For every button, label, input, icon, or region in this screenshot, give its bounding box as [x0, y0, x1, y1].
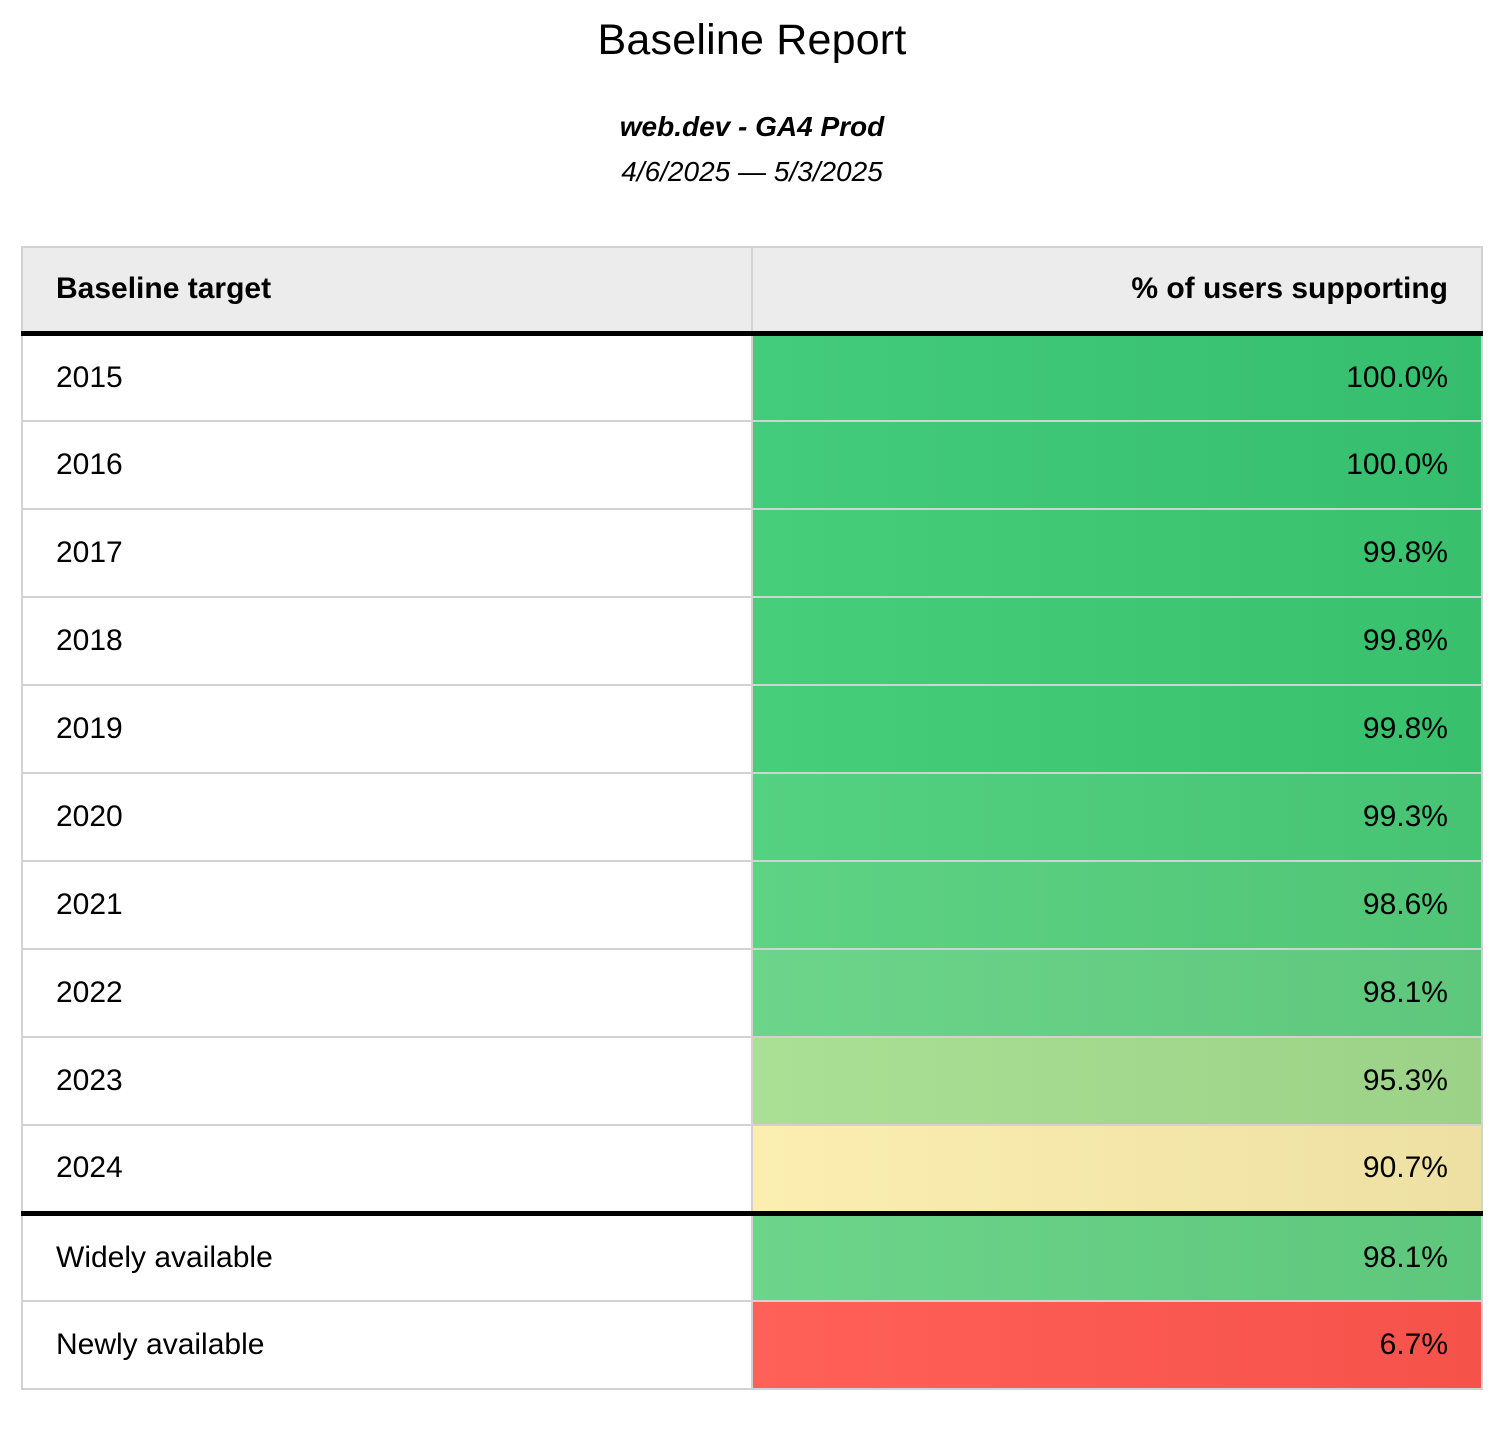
baseline-target-cell: 2022 [21, 948, 753, 1038]
table-body: 2015 100.0% 2016 100.0% 2017 99.8% 2018 … [21, 332, 1483, 1390]
table-row: 2021 98.6% [21, 860, 1483, 950]
percent-value-cell: 95.3% [751, 1036, 1483, 1126]
baseline-target-cell: 2024 [21, 1124, 753, 1214]
table-row: 2024 90.7% [21, 1124, 1483, 1214]
percent-value-cell: 98.6% [751, 860, 1483, 950]
table-row: 2020 99.3% [21, 772, 1483, 862]
table-row: 2023 95.3% [21, 1036, 1483, 1126]
report-date-range: 4/6/2025 — 5/3/2025 [621, 156, 883, 187]
table-row: 2022 98.1% [21, 948, 1483, 1038]
baseline-target-cell: 2023 [21, 1036, 753, 1126]
percent-value-cell: 100.0% [751, 420, 1483, 510]
percent-value-cell: 98.1% [751, 1210, 1483, 1302]
baseline-report-page: Baseline Report web.dev - GA4 Prod 4/6/2… [0, 16, 1504, 1390]
table-row: Newly available 6.7% [21, 1300, 1483, 1390]
percent-value-cell: 90.7% [751, 1124, 1483, 1214]
table-header-row: Baseline target % of users supporting [21, 246, 1483, 336]
baseline-target-cell: 2018 [21, 596, 753, 686]
percent-value-cell: 99.8% [751, 596, 1483, 686]
baseline-target-cell: Widely available [21, 1210, 753, 1302]
baseline-target-cell: 2016 [21, 420, 753, 510]
baseline-table-container: Baseline target % of users supporting 20… [21, 246, 1483, 1390]
baseline-target-cell: 2020 [21, 772, 753, 862]
report-property: web.dev - GA4 Prod [619, 111, 885, 142]
column-header-percent-users-supporting: % of users supporting [751, 246, 1483, 336]
table-row: 2015 100.0% [21, 332, 1483, 422]
table-row: 2019 99.8% [21, 684, 1483, 774]
column-header-baseline-target: Baseline target [21, 246, 753, 336]
percent-value-cell: 98.1% [751, 948, 1483, 1038]
percent-value-cell: 99.8% [751, 684, 1483, 774]
baseline-target-cell: 2021 [21, 860, 753, 950]
baseline-target-cell: Newly available [21, 1300, 753, 1390]
percent-value-cell: 99.8% [751, 508, 1483, 598]
baseline-target-cell: 2017 [21, 508, 753, 598]
table-row: 2017 99.8% [21, 508, 1483, 598]
baseline-target-cell: 2015 [21, 332, 753, 422]
percent-value-cell: 100.0% [751, 332, 1483, 422]
baseline-table: Baseline target % of users supporting 20… [21, 246, 1483, 1390]
percent-value-cell: 6.7% [751, 1300, 1483, 1390]
table-row: 2016 100.0% [21, 420, 1483, 510]
page-title: Baseline Report [597, 16, 907, 64]
table-row: 2018 99.8% [21, 596, 1483, 686]
percent-value-cell: 99.3% [751, 772, 1483, 862]
table-header: Baseline target % of users supporting [21, 246, 1483, 336]
baseline-target-cell: 2019 [21, 684, 753, 774]
table-row: Widely available 98.1% [21, 1210, 1483, 1302]
